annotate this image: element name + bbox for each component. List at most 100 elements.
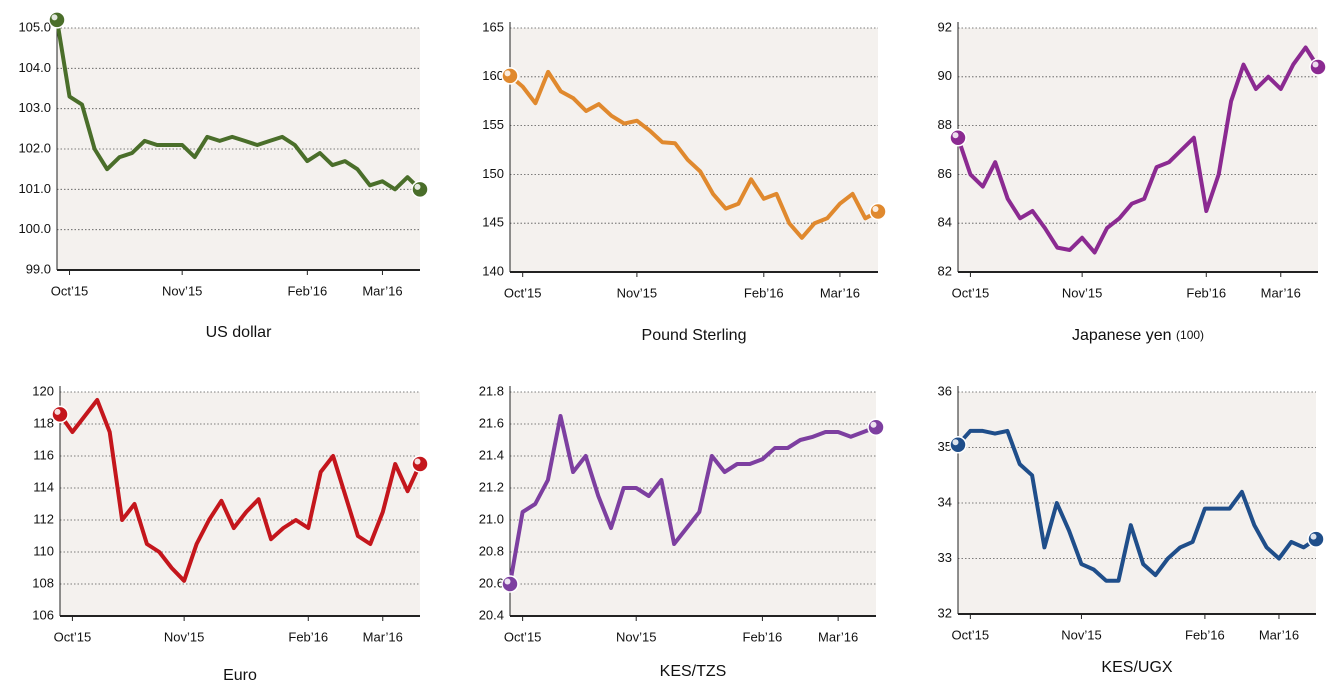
x-tick-label: Mar’16	[363, 629, 403, 644]
marker-highlight	[414, 183, 421, 190]
series-line	[508, 69, 880, 240]
y-tick-label: 150	[482, 166, 504, 181]
x-tick-label: Oct’15	[54, 629, 92, 644]
y-tick-label: 105.0	[18, 19, 51, 34]
series-line	[956, 428, 1318, 583]
marker-highlight	[952, 439, 959, 446]
chart-title-text: Japanese yen	[1072, 327, 1172, 344]
y-tick-label: 32	[938, 605, 952, 620]
y-tick-label: 90	[938, 68, 952, 83]
y-tick-label: 36	[938, 383, 952, 398]
y-tick-label: 155	[482, 117, 504, 132]
chart-title: KES/UGX	[1101, 659, 1172, 676]
y-tick-label: 108	[32, 575, 54, 590]
y-tick-label: 118	[33, 415, 54, 430]
marker-highlight	[1310, 533, 1317, 540]
y-tick-label: 103.0	[18, 100, 51, 115]
end-marker	[869, 202, 887, 221]
marker-highlight	[872, 205, 879, 212]
y-tick-label: 34	[938, 494, 952, 509]
y-tick-label: 20.6	[479, 575, 504, 590]
y-tick-label: 21.6	[479, 415, 504, 430]
plot-background	[510, 392, 876, 616]
y-tick-label: 102.0	[18, 140, 51, 155]
x-tick-label: Mar’16	[818, 629, 858, 644]
y-tick-label: 160	[482, 68, 504, 83]
chart-note: (100)	[1176, 328, 1204, 342]
x-tick-label: Mar’16	[1259, 627, 1299, 642]
y-tick-label: 33	[938, 550, 952, 565]
x-tick-label: Oct’15	[51, 283, 89, 298]
series-line	[55, 17, 422, 192]
plot-background	[958, 28, 1318, 272]
chart-title-text: Euro	[223, 667, 257, 684]
marker-highlight	[870, 421, 877, 428]
marker-highlight	[51, 14, 58, 21]
chart-title: US dollar	[206, 324, 272, 341]
series-line	[956, 45, 1320, 255]
chart-title: Pound Sterling	[642, 327, 747, 344]
y-tick-label: 84	[938, 215, 952, 230]
chart-title-text: KES/UGX	[1101, 659, 1172, 676]
y-tick-label: 99.0	[26, 261, 51, 276]
chart-title: KES/TZS	[660, 663, 727, 680]
end-marker	[48, 11, 66, 29]
y-tick-label: 114	[33, 479, 54, 494]
x-tick-label: Mar’16	[1261, 285, 1301, 300]
y-tick-label: 165	[482, 19, 504, 34]
x-tick-label: Nov’15	[164, 629, 204, 644]
x-tick-label: Nov’15	[616, 629, 656, 644]
x-tick-label: Oct’15	[504, 629, 542, 644]
y-tick-label: 104.0	[18, 60, 51, 75]
end-marker	[867, 418, 885, 436]
x-tick-label: Nov’15	[1061, 627, 1101, 642]
y-tick-label: 116	[33, 447, 54, 462]
y-tick-label: 86	[938, 166, 952, 181]
end-marker	[411, 455, 429, 473]
y-tick-label: 21.8	[479, 383, 504, 398]
end-marker	[501, 575, 519, 593]
end-marker	[1309, 58, 1327, 76]
marker-highlight	[1312, 61, 1319, 68]
y-tick-label: 110	[33, 543, 54, 558]
x-tick-label: Oct’15	[504, 285, 542, 300]
chart-title: Euro	[223, 667, 257, 684]
plot-background	[510, 28, 878, 272]
y-tick-label: 82	[938, 263, 952, 278]
marker-highlight	[414, 458, 421, 465]
y-tick-label: 120	[32, 383, 54, 398]
x-tick-label: Mar’16	[820, 285, 860, 300]
y-tick-label: 100.0	[18, 221, 51, 236]
y-tick-label: 106	[32, 607, 54, 622]
marker-highlight	[504, 578, 511, 585]
end-marker	[1307, 530, 1325, 548]
x-tick-label: Mar’16	[362, 283, 402, 298]
x-tick-label: Feb’16	[743, 629, 783, 644]
y-tick-label: 92	[938, 19, 952, 34]
series-line	[58, 398, 422, 583]
plot-background	[60, 392, 420, 616]
marker-highlight	[54, 408, 61, 415]
x-tick-label: Nov’15	[162, 283, 202, 298]
chart-title-text: Pound Sterling	[642, 327, 747, 344]
y-tick-label: 21.0	[479, 511, 504, 526]
end-marker	[501, 67, 519, 85]
y-tick-label: 21.4	[479, 447, 504, 462]
marker-highlight	[952, 132, 959, 139]
series-line	[508, 414, 878, 586]
x-tick-label: Nov’15	[617, 285, 657, 300]
x-tick-label: Feb’16	[1185, 627, 1225, 642]
y-tick-label: 140	[482, 263, 504, 278]
x-tick-label: Feb’16	[1186, 285, 1226, 300]
y-tick-label: 112	[33, 511, 54, 526]
y-tick-label: 35	[938, 439, 952, 454]
y-tick-label: 88	[938, 117, 952, 132]
y-tick-label: 101.0	[18, 181, 51, 196]
x-tick-label: Nov’15	[1062, 285, 1102, 300]
chart-title-text: KES/TZS	[660, 663, 727, 680]
x-tick-label: Feb’16	[288, 629, 328, 644]
y-tick-label: 20.8	[479, 543, 504, 558]
marker-highlight	[504, 70, 511, 77]
x-tick-label: Feb’16	[744, 285, 784, 300]
